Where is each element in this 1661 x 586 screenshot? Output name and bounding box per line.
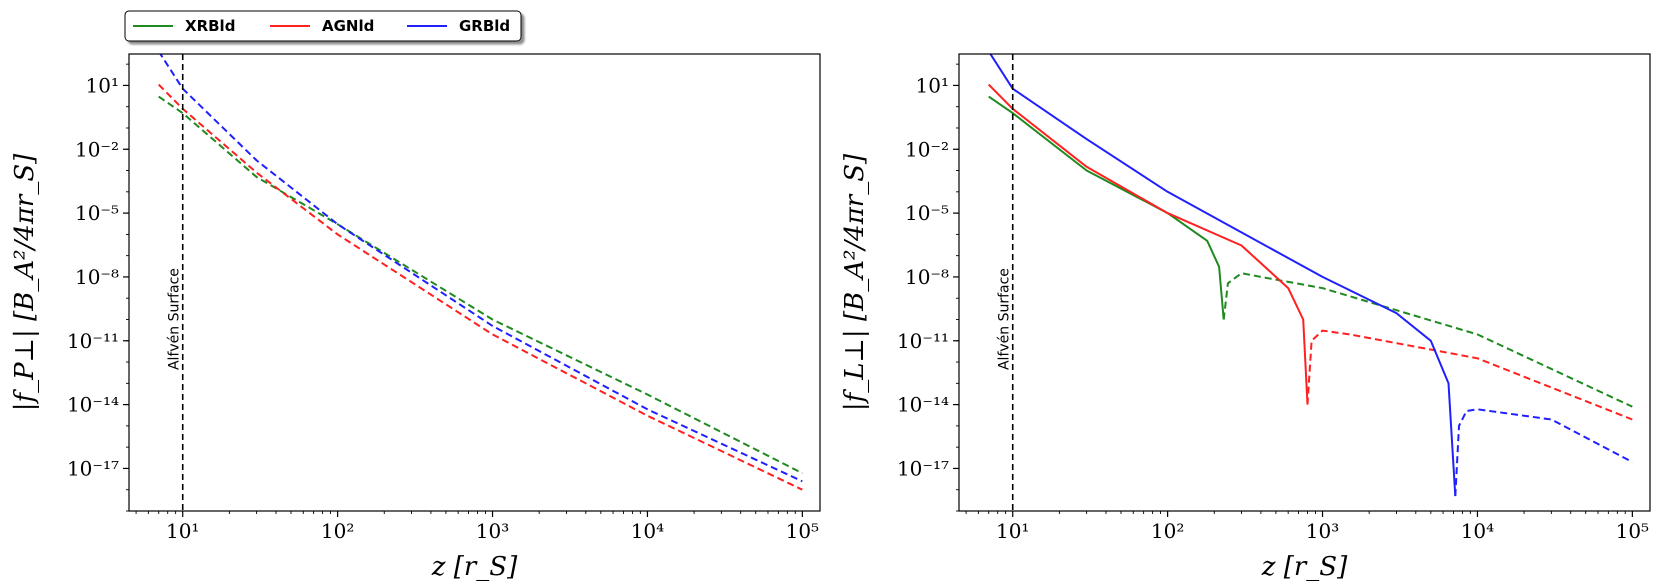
chart-1-y-tick-label-3: 10⁻⁸ [905, 265, 949, 289]
left-panel: Alfvén Surface 10¹ 10² 10³ 10⁴ 10⁵ 10¹ 10⁻² 10⁻⁵… [10, 53, 821, 582]
legend-item-grbld: GRBld [407, 17, 510, 35]
legend-label-grbld: GRBld [459, 17, 510, 35]
chart-0-series-grbld-dashed-2 [159, 54, 803, 483]
chart-1-plot-frame [958, 53, 1651, 512]
chart-0-y-tick-label-4: 10⁻¹¹ [67, 329, 119, 353]
chart-0-plot-frame [128, 53, 821, 512]
chart-1-x-tick-label-1: 10² [1151, 519, 1184, 543]
legend-item-agnld: AGNld [270, 17, 374, 35]
legend-label-agnld: AGNld [322, 17, 374, 35]
chart-1-series-agnld-solid-2 [987, 83, 1309, 405]
chart-0-y-tick-label-1: 10⁻² [75, 137, 119, 161]
chart-1-y-tick-label-5: 10⁻¹⁴ [897, 393, 949, 417]
chart-1-curves [987, 54, 1633, 497]
chart-0-y-tick-label-5: 10⁻¹⁴ [67, 393, 119, 417]
chart-0-series-agnld-dashed-1 [157, 83, 803, 491]
chart-0-y-axis-label: |f_P⊥| [B_A²/4πr_S] [10, 153, 40, 411]
chart-1-series-xrbld-solid-0 [988, 95, 1225, 320]
chart-0-series-xrbld-dashed-0 [158, 95, 803, 475]
chart-1-series-grbld-dashed-5 [1454, 408, 1633, 497]
chart-1-y-tick-label-2: 10⁻⁵ [905, 201, 949, 225]
legend-label-xrbld: XRBld [185, 17, 235, 35]
chart-0-curves [157, 54, 803, 491]
chart-1-series-xrbld-dashed-1 [1222, 272, 1633, 408]
chart-1-series-grbld-solid-4 [989, 54, 1457, 497]
chart-0-y-tick-label-0: 10¹ [86, 73, 119, 97]
chart-1-alfven-surface-label: Alfvén Surface [997, 268, 1013, 370]
legend-box [124, 10, 522, 42]
chart-0-x-tick-label-2: 10³ [476, 519, 509, 543]
chart-1-x-axis-label: z [r_S] [1261, 552, 1348, 582]
chart-1-y-axis-label: |f_L⊥| [B_A²/4πr_S] [840, 153, 870, 411]
chart-0-x-tick-label-1: 10² [321, 519, 354, 543]
chart-0-x-tick-label-4: 10⁵ [786, 519, 819, 543]
chart-0-y-tick-label-6: 10⁻¹⁷ [67, 456, 119, 480]
chart-0-y-tick-label-2: 10⁻⁵ [75, 201, 119, 225]
chart-0-x-axis-label: z [r_S] [431, 552, 518, 582]
chart-1-x-tick-label-3: 10⁴ [1461, 519, 1494, 543]
chart-0-y-tick-label-3: 10⁻⁸ [75, 265, 119, 289]
chart-1-y-tick-label-4: 10⁻¹¹ [897, 329, 949, 353]
legend-item-xrbld: XRBld [133, 17, 235, 35]
chart-0-x-tick-label-0: 10¹ [166, 519, 199, 543]
right-panel: Alfvén Surface 10¹ 10² 10³ 10⁴ 10⁵ 10¹ 10⁻² 10⁻⁵… [840, 53, 1651, 582]
chart-1-series-agnld-dashed-3 [1306, 329, 1633, 421]
chart-1-x-tick-label-4: 10⁵ [1616, 519, 1649, 543]
chart-1-y-tick-label-1: 10⁻² [905, 137, 949, 161]
chart-1-x-tick-label-2: 10³ [1306, 519, 1339, 543]
chart-1-y-tick-label-6: 10⁻¹⁷ [897, 456, 949, 480]
chart-1-y-tick-label-0: 10¹ [916, 73, 949, 97]
chart-0-alfven-surface-label: Alfvén Surface [167, 268, 183, 370]
legend: XRBld AGNld GRBld [124, 10, 522, 42]
chart-0-x-tick-label-3: 10⁴ [631, 519, 664, 543]
chart-1-x-tick-label-0: 10¹ [996, 519, 1029, 543]
